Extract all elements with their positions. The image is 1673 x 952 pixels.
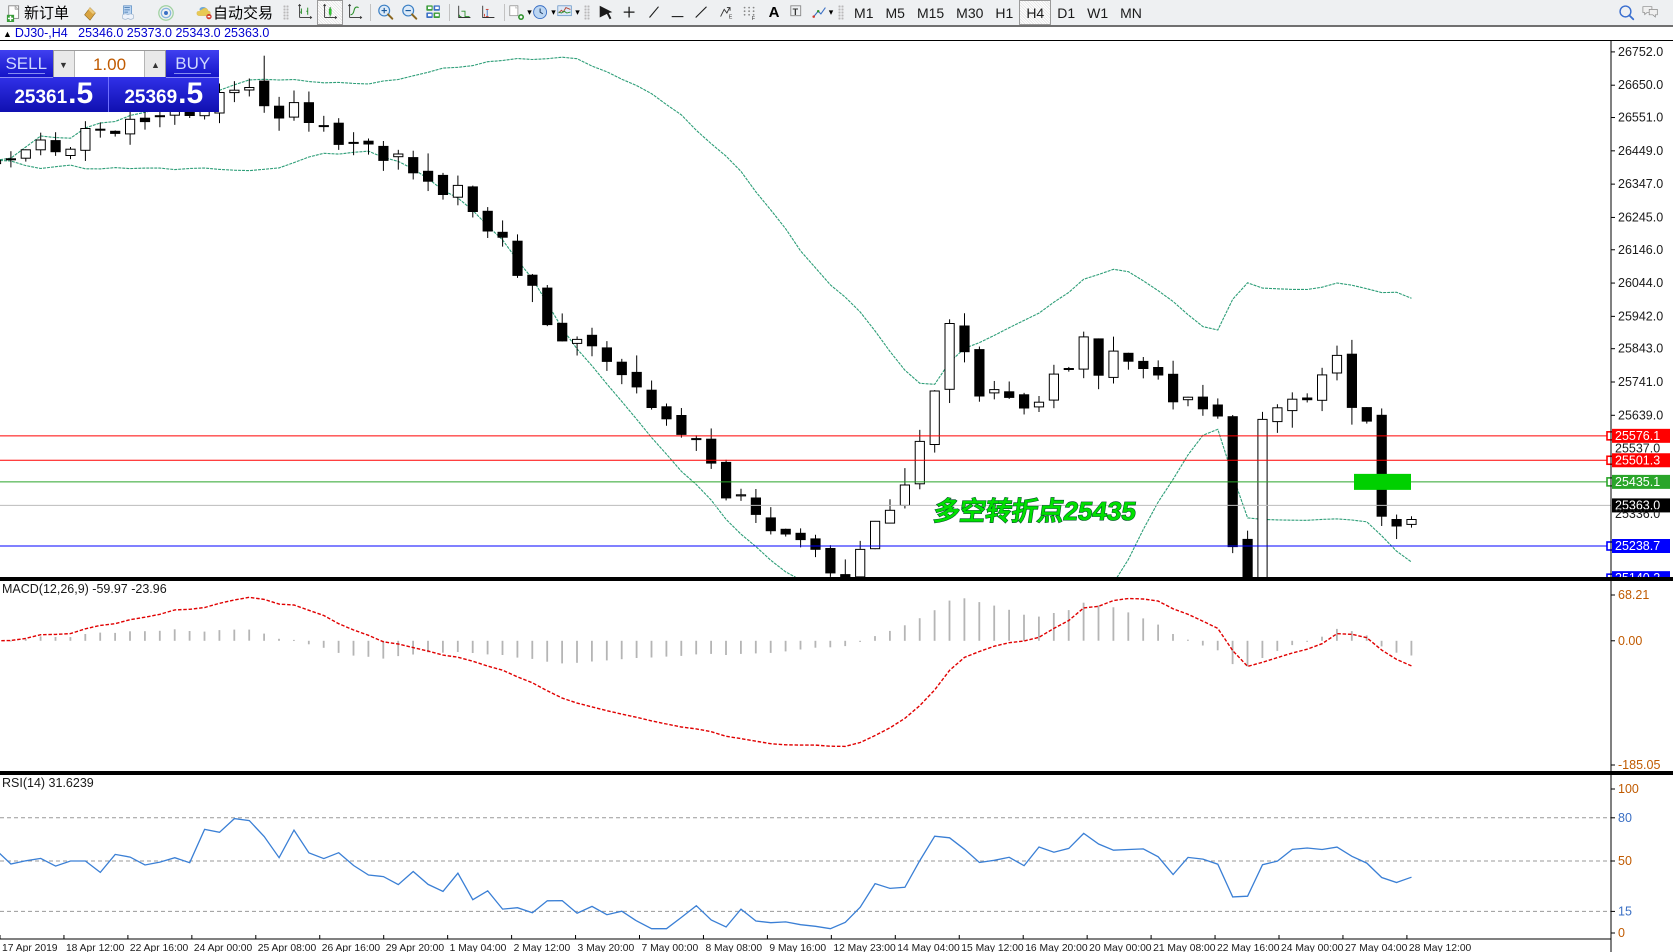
svg-text:3 May 20:00: 3 May 20:00 bbox=[578, 943, 635, 952]
svg-text:24 May 00:00: 24 May 00:00 bbox=[1281, 943, 1344, 952]
svg-text:26551.0: 26551.0 bbox=[1618, 111, 1663, 125]
svg-text:100: 100 bbox=[1618, 782, 1639, 796]
svg-text:25843.0: 25843.0 bbox=[1618, 342, 1663, 356]
svg-text:21 May 08:00: 21 May 08:00 bbox=[1153, 943, 1216, 952]
svg-text:26146.0: 26146.0 bbox=[1618, 243, 1663, 257]
svg-text:25942.0: 25942.0 bbox=[1618, 309, 1663, 323]
svg-text:12 May 23:00: 12 May 23:00 bbox=[833, 943, 896, 952]
svg-text:25 Apr 08:00: 25 Apr 08:00 bbox=[258, 943, 317, 952]
svg-text:27 May 04:00: 27 May 04:00 bbox=[1345, 943, 1408, 952]
svg-text:26347.0: 26347.0 bbox=[1618, 177, 1663, 191]
svg-text:9 May 16:00: 9 May 16:00 bbox=[769, 943, 826, 952]
svg-text:20 May 00:00: 20 May 00:00 bbox=[1089, 943, 1152, 952]
svg-text:80: 80 bbox=[1618, 811, 1632, 825]
svg-text:F: F bbox=[752, 16, 756, 22]
svg-text:25501.3: 25501.3 bbox=[1615, 453, 1660, 467]
svg-text:多空转折点25435: 多空转折点25435 bbox=[932, 496, 1138, 526]
svg-text:26449.0: 26449.0 bbox=[1618, 144, 1663, 158]
svg-text:2 May 12:00: 2 May 12:00 bbox=[514, 943, 571, 952]
svg-text:68.21: 68.21 bbox=[1618, 588, 1649, 602]
svg-text:7 May 00:00: 7 May 00:00 bbox=[642, 943, 699, 952]
svg-text:-185.05: -185.05 bbox=[1618, 758, 1660, 772]
svg-text:22 May 16:00: 22 May 16:00 bbox=[1217, 943, 1280, 952]
svg-text:25336.0: 25336.0 bbox=[1615, 507, 1660, 521]
svg-text:28 May 12:00: 28 May 12:00 bbox=[1409, 943, 1472, 952]
svg-text:18 Apr 12:00: 18 Apr 12:00 bbox=[66, 943, 125, 952]
svg-text:17 Apr 2019: 17 Apr 2019 bbox=[2, 943, 58, 952]
svg-text:RSI(14) 31.6239: RSI(14) 31.6239 bbox=[2, 776, 94, 790]
svg-text:16 May 20:00: 16 May 20:00 bbox=[1025, 943, 1088, 952]
svg-text:25435.1: 25435.1 bbox=[1615, 475, 1660, 489]
svg-text:25140.2: 25140.2 bbox=[1615, 571, 1660, 579]
svg-text:25741.0: 25741.0 bbox=[1618, 375, 1663, 389]
svg-text:0: 0 bbox=[1618, 926, 1625, 940]
svg-text:22 Apr 16:00: 22 Apr 16:00 bbox=[130, 943, 189, 952]
svg-text:E: E bbox=[729, 14, 733, 20]
svg-text:14 May 04:00: 14 May 04:00 bbox=[897, 943, 960, 952]
svg-text:26752.0: 26752.0 bbox=[1618, 45, 1663, 59]
svg-text:26650.0: 26650.0 bbox=[1618, 78, 1663, 92]
svg-text:MACD(12,26,9) -59.97 -23.96: MACD(12,26,9) -59.97 -23.96 bbox=[2, 582, 167, 596]
svg-text:8 May 08:00: 8 May 08:00 bbox=[705, 943, 762, 952]
svg-text:1 May 04:00: 1 May 04:00 bbox=[450, 943, 507, 952]
svg-text:26245.0: 26245.0 bbox=[1618, 210, 1663, 224]
svg-text:50: 50 bbox=[1618, 854, 1632, 868]
svg-text:15 May 12:00: 15 May 12:00 bbox=[961, 943, 1024, 952]
svg-text:25238.7: 25238.7 bbox=[1615, 539, 1660, 553]
svg-text:0.00: 0.00 bbox=[1618, 634, 1642, 648]
svg-text:25639.0: 25639.0 bbox=[1618, 408, 1663, 422]
svg-text:15: 15 bbox=[1618, 904, 1632, 918]
svg-text:26 Apr 16:00: 26 Apr 16:00 bbox=[322, 943, 381, 952]
svg-text:29 Apr 20:00: 29 Apr 20:00 bbox=[386, 943, 445, 952]
svg-text:26044.0: 26044.0 bbox=[1618, 276, 1663, 290]
svg-text:24 Apr 00:00: 24 Apr 00:00 bbox=[194, 943, 253, 952]
svg-text:T: T bbox=[793, 6, 799, 16]
